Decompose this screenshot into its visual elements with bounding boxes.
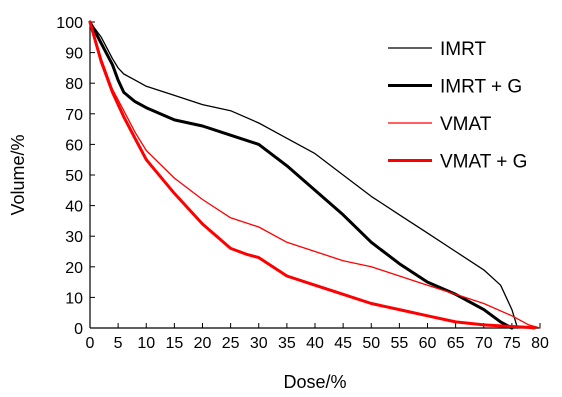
legend-label-2: VMAT bbox=[440, 114, 492, 135]
legend: IMRT IMRT + G VMAT VMAT + G bbox=[388, 39, 527, 173]
legend-label-3: VMAT + G bbox=[440, 152, 527, 173]
y-ticks: 0 10 20 30 40 50 60 70 80 90 100 bbox=[56, 15, 95, 338]
x-tick-label: 25 bbox=[222, 335, 240, 352]
x-tick-label: 50 bbox=[362, 335, 380, 352]
x-tick-label: 5 bbox=[114, 335, 123, 352]
y-tick-label: 20 bbox=[65, 260, 83, 277]
x-ticks: 0 5 10 15 20 25 30 35 40 45 50 55 60 65 70 75 80 bbox=[86, 323, 549, 352]
series-line-1 bbox=[88, 20, 514, 330]
y-tick-label: 30 bbox=[65, 229, 83, 246]
x-tick-label: 65 bbox=[447, 335, 465, 352]
x-axis-title: Dose/% bbox=[283, 372, 346, 392]
y-tick-label: 0 bbox=[74, 321, 83, 338]
x-tick-label: 70 bbox=[475, 335, 493, 352]
x-tick-label: 15 bbox=[165, 335, 183, 352]
x-tick-label: 10 bbox=[137, 335, 155, 352]
y-tick-label: 80 bbox=[65, 76, 83, 93]
series-line-3 bbox=[88, 20, 536, 330]
x-tick-label: 30 bbox=[250, 335, 268, 352]
x-tick-label: 40 bbox=[306, 335, 324, 352]
y-tick-label: 60 bbox=[65, 137, 83, 154]
x-tick-label: 35 bbox=[278, 335, 296, 352]
x-tick-label: 20 bbox=[194, 335, 212, 352]
y-tick-label: 100 bbox=[56, 15, 83, 32]
y-tick-label: 50 bbox=[65, 168, 83, 185]
x-tick-label: 0 bbox=[86, 335, 95, 352]
legend-label-1: IMRT + G bbox=[440, 77, 522, 98]
x-tick-label: 55 bbox=[390, 335, 408, 352]
y-axis-title: Volume/% bbox=[8, 134, 28, 215]
legend-label-0: IMRT bbox=[440, 39, 486, 60]
y-tick-label: 90 bbox=[65, 46, 83, 63]
y-tick-label: 70 bbox=[65, 107, 83, 124]
y-tick-label: 10 bbox=[65, 290, 83, 307]
series-line-2 bbox=[89, 21, 541, 329]
series-line-0 bbox=[89, 21, 519, 329]
series-layer bbox=[88, 20, 541, 330]
x-tick-label: 60 bbox=[419, 335, 437, 352]
y-tick-label: 40 bbox=[65, 199, 83, 216]
x-tick-label: 45 bbox=[334, 335, 352, 352]
x-tick-label: 75 bbox=[503, 335, 521, 352]
x-tick-label: 80 bbox=[531, 335, 549, 352]
